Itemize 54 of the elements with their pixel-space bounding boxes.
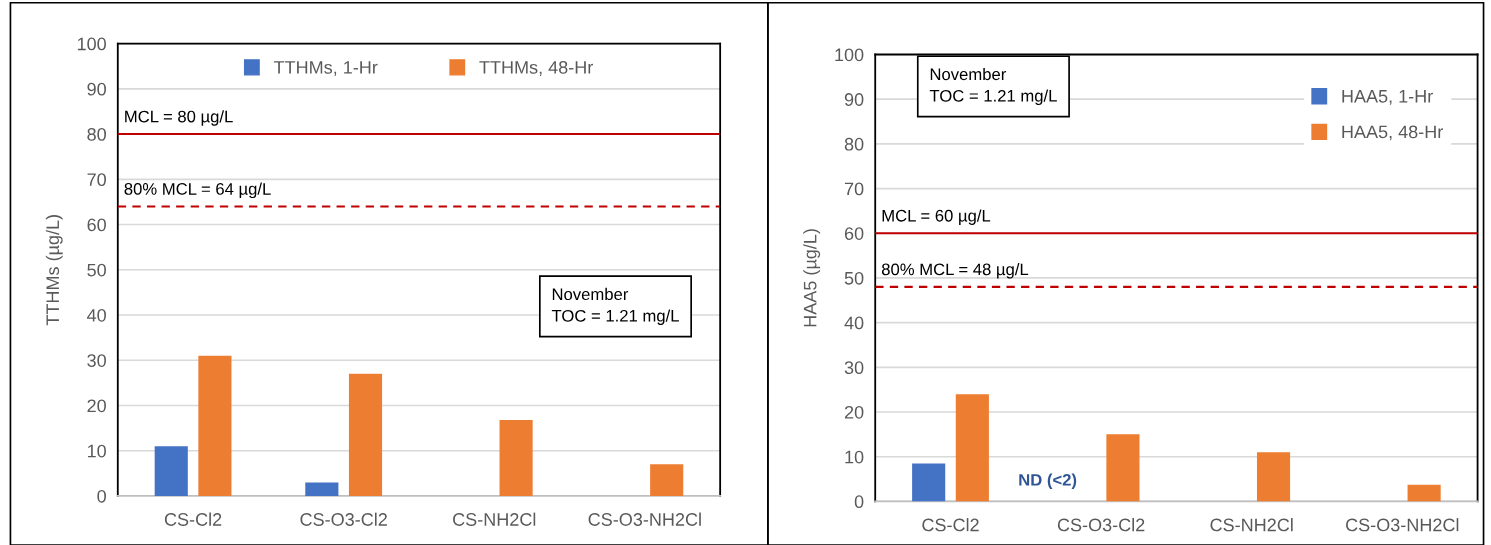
ref-line-label: 80% MCL = 64 µg/L bbox=[124, 182, 271, 199]
bar bbox=[1256, 452, 1291, 502]
annotation: ND (<2) bbox=[1019, 473, 1077, 490]
bar bbox=[650, 464, 684, 496]
bar bbox=[1407, 484, 1441, 502]
annotation: November TOC = 1.21 mg/L bbox=[551, 287, 679, 325]
y-tick-label: 20 bbox=[844, 405, 864, 419]
y-tick-label: 10 bbox=[845, 450, 864, 464]
y-tick-label: 60 bbox=[844, 227, 864, 240]
ref-line-label: MCL = 60 µg/L bbox=[882, 209, 991, 225]
y-tick-label: 50 bbox=[844, 271, 864, 285]
y-tick-label: 70 bbox=[844, 182, 864, 196]
y-tick-label: 40 bbox=[844, 316, 864, 330]
legend-label: HAA5, 48-Hr bbox=[1342, 125, 1443, 141]
y-tick-label: 40 bbox=[87, 308, 106, 322]
y-tick-label: 90 bbox=[844, 93, 864, 106]
x-tick-label: CS-O3-Cl2 bbox=[300, 512, 387, 526]
x-tick-label: CS-O3-NH2Cl bbox=[1346, 518, 1459, 532]
y-tick-label: 0 bbox=[854, 495, 864, 509]
x-tick-label: CS-Cl2 bbox=[922, 518, 979, 532]
x-tick-label: CS-O3-Cl2 bbox=[1057, 518, 1145, 532]
x-tick-label: CS-NH2Cl bbox=[1210, 518, 1293, 532]
y-tick-label: 30 bbox=[844, 361, 864, 375]
ref-line-label: MCL = 80 µg/L bbox=[125, 110, 233, 126]
bar bbox=[499, 419, 533, 496]
legend-label: HAA5, 1-Hr bbox=[1342, 90, 1433, 105]
y-tick-label: 20 bbox=[87, 399, 106, 413]
ref-line-label: 80% MCL = 48 µg/L bbox=[881, 263, 1029, 279]
y-tick-label: 100 bbox=[77, 37, 106, 51]
y-tick-label: 100 bbox=[835, 48, 864, 62]
y-tick-label: 60 bbox=[87, 218, 106, 232]
bar bbox=[348, 373, 383, 496]
x-tick-label: CS-NH2Cl bbox=[453, 512, 536, 526]
bar bbox=[154, 446, 188, 496]
annotation: November TOC = 1.21 mg/L bbox=[929, 67, 1057, 106]
bar bbox=[305, 482, 339, 496]
y-axis-title: HAA5 (µg/L) bbox=[803, 229, 821, 327]
y-tick-label: 30 bbox=[87, 354, 106, 367]
x-tick-label: CS-O3-NH2Cl bbox=[588, 512, 701, 526]
y-axis-title: TTHMs (µg/L) bbox=[45, 215, 63, 326]
bar bbox=[198, 355, 232, 496]
y-tick-label: 80 bbox=[87, 128, 106, 141]
bar bbox=[1106, 434, 1140, 502]
y-tick-label: 80 bbox=[844, 137, 864, 151]
legend-label: TTHMs, 1-Hr bbox=[273, 61, 378, 76]
bar bbox=[955, 394, 989, 502]
y-tick-label: 90 bbox=[87, 82, 106, 96]
bar bbox=[912, 463, 946, 502]
y-tick-label: 0 bbox=[97, 489, 106, 503]
legend-label: TTHMs, 48-Hr bbox=[479, 60, 593, 76]
y-tick-label: 70 bbox=[87, 173, 106, 187]
y-tick-label: 50 bbox=[87, 263, 106, 277]
x-tick-label: CS-Cl2 bbox=[164, 512, 222, 526]
y-tick-label: 10 bbox=[87, 444, 106, 458]
